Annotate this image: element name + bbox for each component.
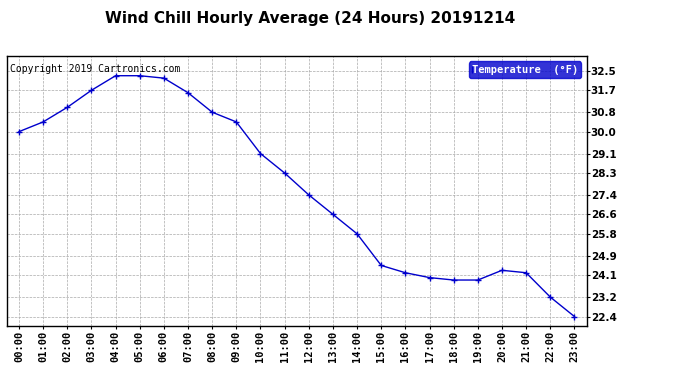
Legend: Temperature  (°F): Temperature (°F): [469, 62, 581, 78]
Text: Copyright 2019 Cartronics.com: Copyright 2019 Cartronics.com: [10, 64, 180, 74]
Text: Wind Chill Hourly Average (24 Hours) 20191214: Wind Chill Hourly Average (24 Hours) 201…: [106, 11, 515, 26]
